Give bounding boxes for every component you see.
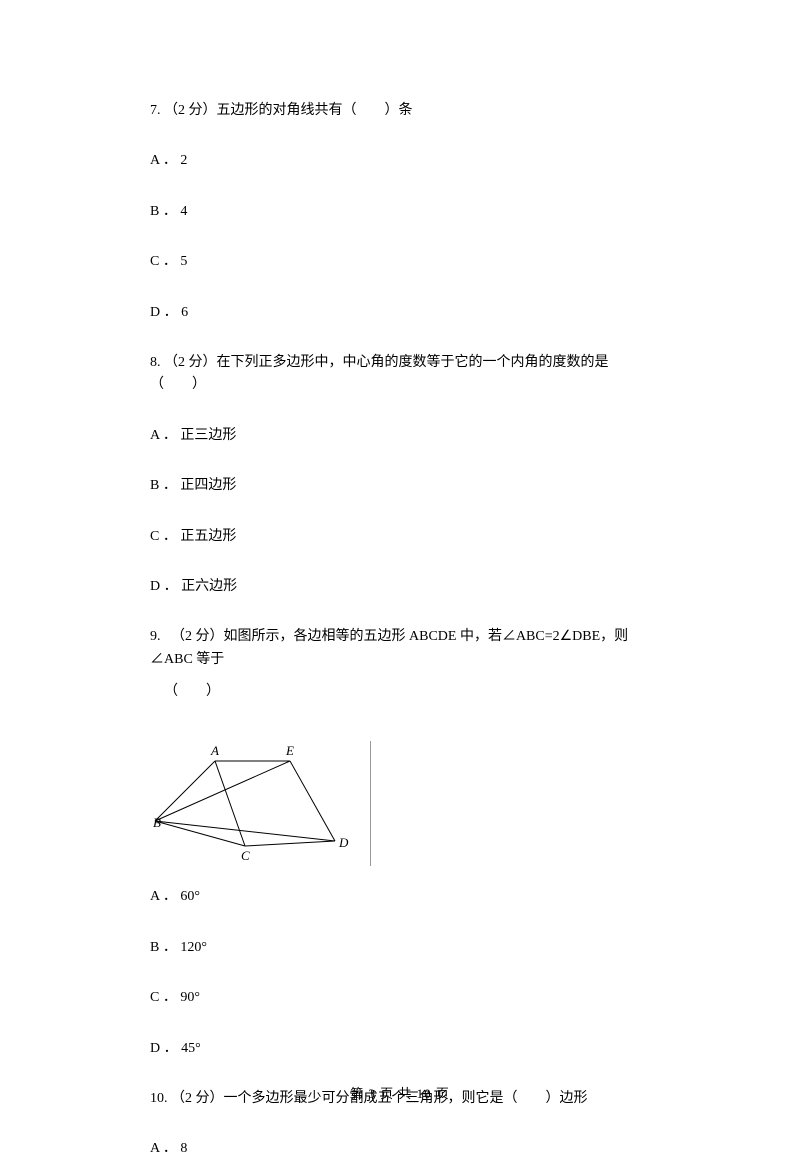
q7-option-a: A ． 2 xyxy=(150,150,650,172)
q9-option-d: D ． 45° xyxy=(150,1038,650,1060)
q8-stem: 8. （2 分）在下列正多边形中，中心角的度数等于它的一个内角的度数的是（ ） xyxy=(150,352,650,397)
q10-option-a: A ． 8 xyxy=(150,1138,650,1160)
q9-option-b: B ． 120° xyxy=(150,937,650,959)
q7-option-d: D ． 6 xyxy=(150,302,650,324)
q9-option-c: C ． 90° xyxy=(150,987,650,1009)
q8-option-a: A ． 正三边形 xyxy=(150,425,650,447)
page-content: 7. （2 分）五边形的对角线共有（ ）条 A ． 2 B ． 4 C ． 5 … xyxy=(0,0,800,1161)
svg-text:B: B xyxy=(153,815,161,830)
q9-figure: A B C D E xyxy=(150,741,371,866)
page-footer: 第 3 页 共 10 页 xyxy=(0,1083,800,1102)
svg-text:E: E xyxy=(285,743,294,758)
q7-option-c: C ． 5 xyxy=(150,251,650,273)
q9-stem: 9. （2 分）如图所示，各边相等的五边形 ABCDE 中，若∠ABC=2∠DB… xyxy=(150,626,650,671)
svg-text:C: C xyxy=(241,848,250,861)
q7-option-b: B ． 4 xyxy=(150,201,650,223)
q9-option-a: A ． 60° xyxy=(150,886,650,908)
svg-text:A: A xyxy=(210,743,219,758)
pentagon-diagram: A B C D E xyxy=(150,741,360,861)
q9-stem-cont: （ ） xyxy=(150,681,650,703)
q8-option-b: B ． 正四边形 xyxy=(150,475,650,497)
q8-option-c: C ． 正五边形 xyxy=(150,526,650,548)
q8-option-d: D ． 正六边形 xyxy=(150,576,650,598)
svg-text:D: D xyxy=(338,835,349,850)
q7-stem: 7. （2 分）五边形的对角线共有（ ）条 xyxy=(150,100,650,122)
